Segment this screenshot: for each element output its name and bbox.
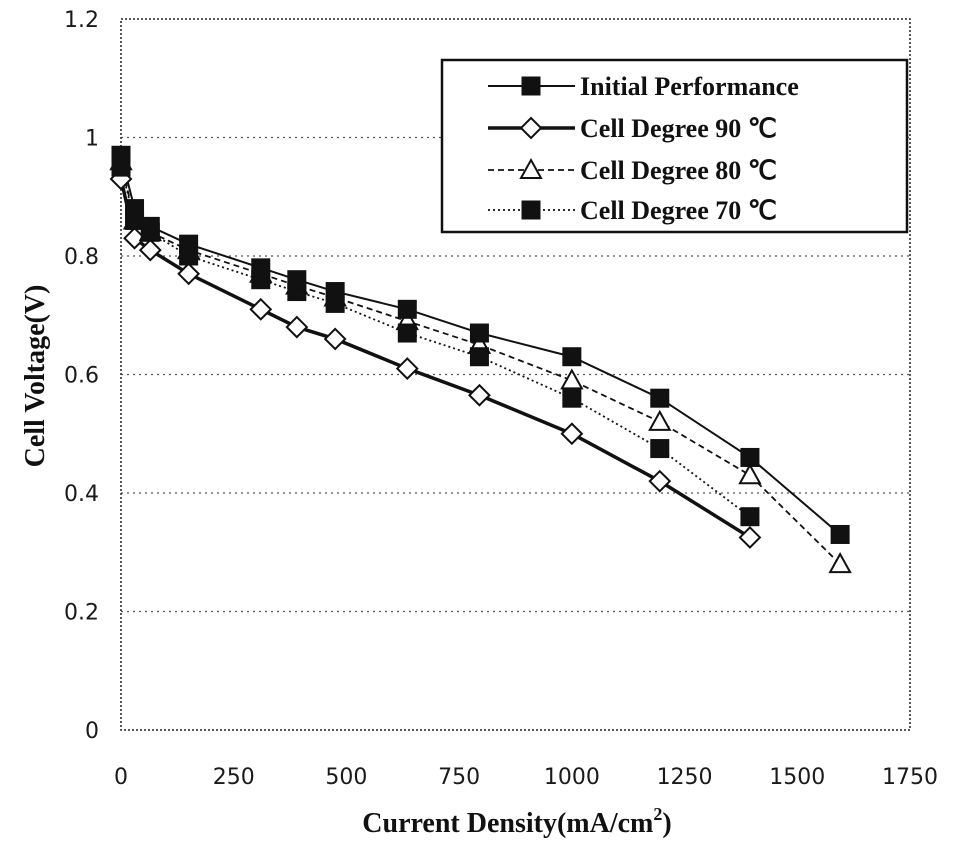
data-point [397,299,417,319]
data-point [469,347,489,367]
legend-item: Initial Performance [488,72,799,101]
x-axis-title-superscript: 2 [653,804,662,824]
x-tick-label: 1500 [769,765,825,790]
x-tick-label: 0 [114,765,128,790]
data-point [125,199,145,219]
x-tick-label: 500 [325,765,367,790]
data-point [111,145,131,165]
y-tick-label: 0.2 [64,601,99,626]
x-axis-title-main: Current Density(mA/cm [362,808,653,839]
data-point [287,270,307,290]
y-tick-label: 0.8 [64,245,99,270]
data-point [251,258,271,278]
data-point [249,297,273,321]
data-point [562,388,582,408]
data-point [521,76,541,96]
series-markers-0 [111,145,850,544]
data-point [648,409,672,431]
data-point [325,282,345,302]
y-tick-label: 1.2 [64,8,99,33]
data-point [828,552,852,574]
data-point [469,323,489,343]
y-tick-label: 0 [85,719,99,744]
series-markers-1 [109,167,762,549]
data-point [830,524,850,544]
legend-item: Cell Degree 90 ℃ [488,114,777,143]
y-tick-label: 1 [85,127,99,152]
x-tick-labels: 0 250 500 750 1000 1250 1500 1750 [114,765,938,790]
data-point [650,388,670,408]
legend-item: Cell Degree 80 ℃ [488,156,777,185]
data-point [179,234,199,254]
y-tick-label: 0.4 [64,482,99,507]
data-point [740,447,760,467]
data-point [138,238,162,262]
x-axis-title: Current Density(mA/cm2) [362,804,671,839]
legend: Initial Performance Cell Degree 90 ℃ Cell … [440,58,909,234]
legend-label: Cell Degree 70 ℃ [580,196,777,225]
data-point [140,216,160,236]
x-tick-label: 750 [438,765,480,790]
data-point [521,200,541,220]
data-point [519,116,543,140]
y-axis-title: Cell Voltage(V) [20,285,51,468]
series-layer [109,145,852,574]
legend-item: Cell Degree 70 ℃ [488,196,777,225]
data-point [738,463,762,485]
data-point [395,357,419,380]
data-point [519,157,543,179]
data-point [397,323,417,343]
x-tick-label: 250 [213,765,255,790]
data-point [560,422,584,446]
data-point [648,469,672,493]
legend-label: Cell Degree 90 ℃ [580,114,777,143]
data-point [740,507,760,527]
plot-frame [120,18,911,731]
data-point [285,315,309,339]
data-point [562,347,582,367]
data-point [560,368,584,390]
x-tick-label: 1750 [882,765,938,790]
legend-items: Initial Performance Cell Degree 90 ℃ Cell … [488,72,799,225]
legend-label: Initial Performance [580,72,799,101]
legend-box [440,58,909,234]
x-tick-label: 1000 [544,765,600,790]
data-point [177,262,201,286]
data-point [323,327,347,351]
x-tick-label: 1250 [657,765,713,790]
data-point [738,526,762,549]
y-tick-labels: 0 0.2 0.4 0.6 0.8 1 1.2 [64,8,99,744]
x-axis-title-suffix: ) [662,808,671,839]
data-point [650,439,670,459]
data-point [468,383,491,407]
legend-label: Cell Degree 80 ℃ [580,156,777,185]
y-tick-label: 0.6 [64,364,99,389]
